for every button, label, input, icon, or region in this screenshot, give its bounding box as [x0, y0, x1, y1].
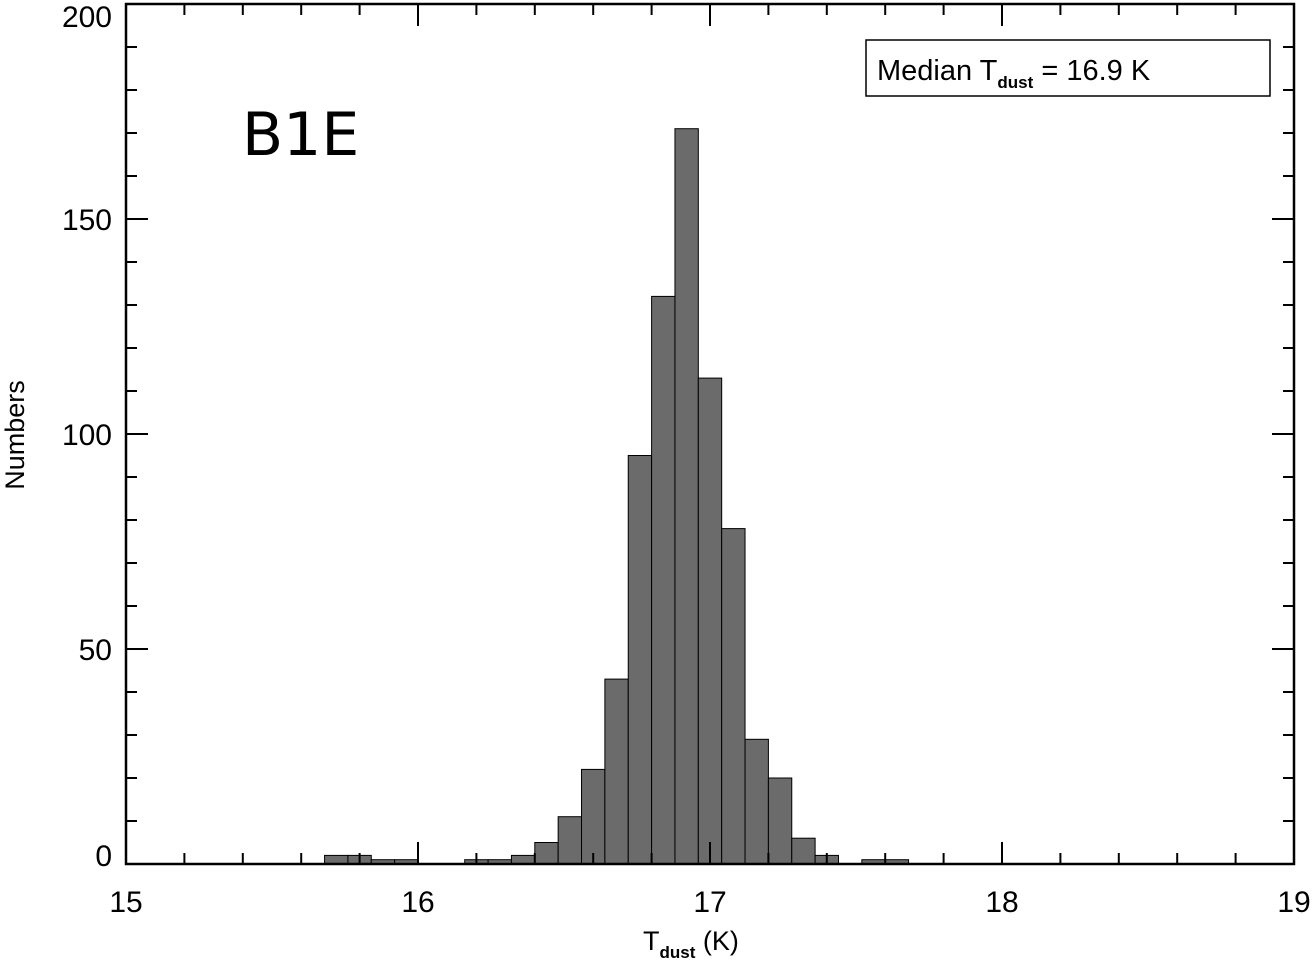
tick-labels: 15 16 17 18 19 0 50 100 150 200	[62, 1, 1311, 919]
y-tick-label: 200	[62, 1, 112, 34]
histogram-bar	[627, 455, 653, 865]
histogram-bar	[581, 768, 606, 865]
y-tick-label: 0	[95, 840, 112, 873]
histogram-bar	[721, 528, 746, 865]
histogram-bar	[767, 777, 793, 865]
x-tick-label: 18	[985, 886, 1018, 919]
histogram-bar	[324, 854, 349, 865]
median-legend: Median Tdust = 16.9 K	[865, 39, 1271, 97]
histogram-bar	[557, 816, 583, 865]
x-axis-label: Tdust (K)	[643, 926, 739, 962]
histogram-bar	[510, 854, 536, 865]
y-axis-label: Numbers	[0, 380, 30, 490]
histogram-bar	[604, 678, 629, 865]
x-tick-label: 17	[693, 886, 726, 919]
legend-subscript: dust	[997, 73, 1033, 92]
x-tick-label: 19	[1277, 886, 1310, 919]
y-tick-label: 50	[79, 634, 112, 667]
histogram-bar	[534, 842, 559, 865]
histogram-bar	[791, 837, 816, 865]
x-tick-label: 15	[109, 886, 142, 919]
x-axis-label-suffix: (K)	[695, 926, 739, 956]
plot-frame	[124, 2, 1296, 866]
y-tick-label: 150	[62, 204, 112, 237]
panel-label: B1E	[242, 100, 359, 170]
x-axis-label-subscript: dust	[660, 943, 696, 962]
histogram-bar	[697, 377, 723, 865]
legend-box	[865, 39, 1271, 97]
legend-prefix: Median T	[877, 55, 998, 87]
histogram-bar	[651, 295, 676, 865]
y-tick-label: 100	[62, 419, 112, 452]
x-tick-label: 16	[401, 886, 434, 919]
histogram-bars	[324, 128, 910, 865]
legend-suffix: = 16.9 K	[1033, 55, 1151, 87]
histogram-bar	[744, 738, 769, 865]
legend-text: Median Tdust = 16.9 K	[877, 55, 1151, 92]
histogram-bar	[674, 128, 699, 865]
x-axis-label-main: T	[643, 926, 660, 956]
